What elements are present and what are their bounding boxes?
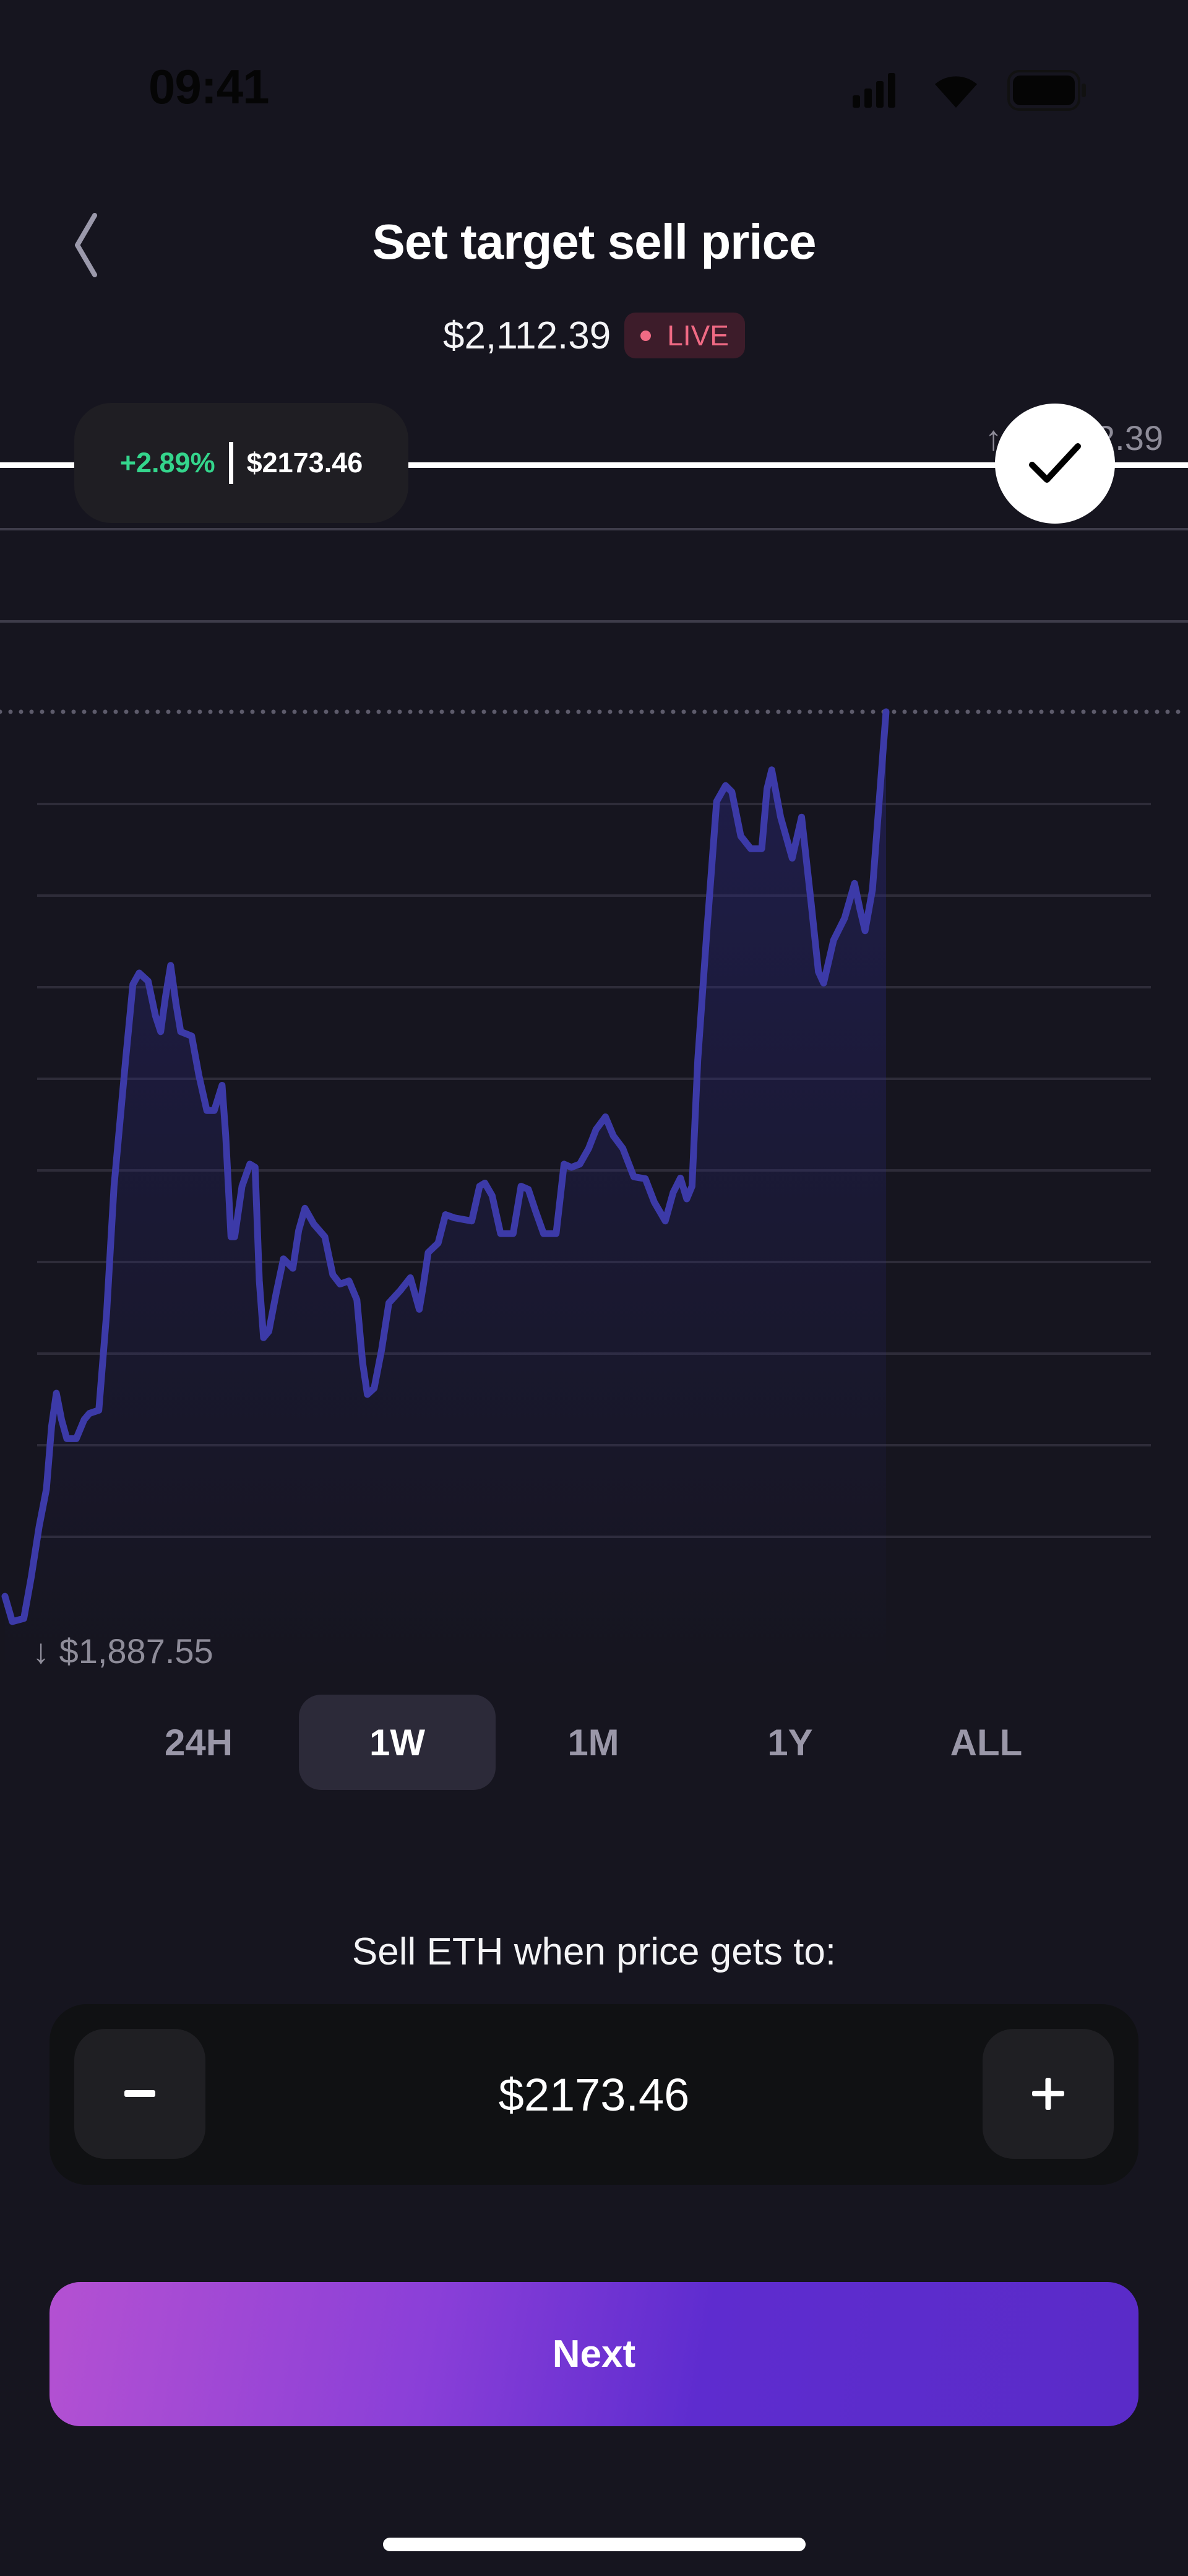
chart-low-label: ↓ $1,887.55 [32,1632,213,1671]
plus-icon [1032,2078,1064,2110]
target-price-line[interactable] [0,462,1188,468]
chart-low-value: $1,887.55 [59,1632,213,1671]
tab-1y[interactable]: 1Y [767,1721,813,1763]
home-indicator[interactable] [383,2538,806,2551]
next-button[interactable]: Next [50,2282,1138,2426]
live-badge-label: LIVE [667,319,729,352]
live-price-row: $2,112.39 LIVE [0,313,1188,358]
page-title: Set target sell price [372,214,816,269]
sell-prompt: Sell ETH when price gets to: [351,1930,837,1973]
tab-24h[interactable]: 24H [164,1721,233,1763]
battery-icon [1007,70,1086,111]
price-area [5,712,886,1671]
confirm-target-handle[interactable] [995,404,1115,524]
price-stepper: $2173.46 [50,2004,1138,2185]
live-badge: LIVE [624,313,745,358]
status-time: 09:41 [148,59,269,114]
signal-icon [853,73,895,108]
chart-gridlines [0,528,1188,1538]
current-price: $2,112.39 [443,314,611,357]
pill-divider [228,442,233,484]
price-line [1,708,890,1625]
tab-1w[interactable]: 1W [299,1695,496,1790]
live-dot-icon [640,330,652,341]
target-price-value: $2173.46 [246,447,363,478]
stepper-value[interactable]: $2173.46 [498,2068,690,2120]
tab-all[interactable]: ALL [950,1721,1023,1763]
wifi-icon [935,76,977,108]
minus-icon [124,2090,155,2097]
checkmark-icon [1029,443,1081,483]
increase-button[interactable] [983,2029,1114,2159]
decrease-button[interactable] [74,2029,205,2159]
target-price-pill[interactable]: +2.89% $2173.46 [74,403,408,523]
chevron-left-icon[interactable] [59,210,108,279]
tab-1m[interactable]: 1M [567,1721,619,1763]
range-tabs: 24H 1W 1M 1Y ALL [0,1695,1188,1790]
target-change-percent: +2.89% [119,447,215,478]
